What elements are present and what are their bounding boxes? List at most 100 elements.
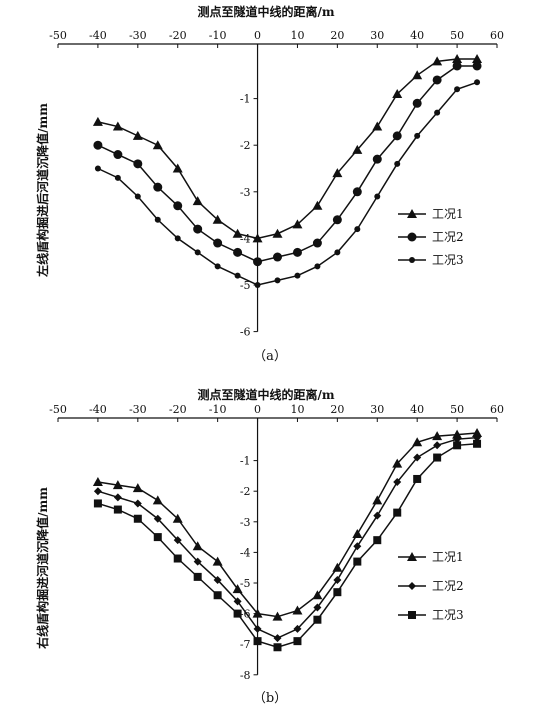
- data-point: [153, 514, 162, 523]
- data-point: [432, 75, 442, 85]
- data-point: [372, 495, 383, 505]
- series-line: [97, 81, 478, 286]
- data-point: [352, 187, 362, 197]
- data-point: [233, 247, 243, 257]
- data-point: [193, 572, 202, 581]
- data-point: [453, 435, 462, 444]
- data-point: [274, 277, 281, 284]
- data-point: [92, 477, 103, 487]
- data-point: [132, 483, 143, 493]
- data-point: [472, 53, 483, 63]
- data-point: [174, 235, 181, 242]
- data-point: [413, 453, 422, 462]
- data-point: [452, 429, 463, 439]
- data-point: [414, 132, 421, 139]
- data-point: [172, 513, 183, 523]
- series-line: [97, 65, 478, 263]
- x-axis-title: 测点至隧道中线的距离/m: [197, 4, 334, 19]
- data-point: [353, 557, 362, 566]
- data-point: [412, 98, 422, 108]
- series-3: [93, 439, 482, 652]
- data-point: [472, 61, 482, 71]
- legend-label: 工况2: [432, 230, 464, 244]
- data-point: [412, 70, 423, 80]
- x-tick-label: 20: [330, 403, 344, 416]
- data-point: [352, 529, 363, 539]
- data-point: [472, 428, 483, 438]
- data-point: [173, 201, 183, 211]
- data-point: [392, 88, 403, 98]
- data-point: [293, 637, 302, 646]
- x-tick-label: -20: [169, 29, 187, 42]
- series-line: [97, 436, 478, 639]
- data-point: [113, 505, 122, 514]
- data-point: [392, 458, 403, 468]
- y-tick-label: -2: [240, 485, 251, 498]
- data-point: [292, 605, 303, 615]
- data-point: [212, 556, 223, 566]
- data-point: [372, 154, 382, 164]
- data-point: [332, 562, 343, 572]
- data-point: [433, 441, 442, 450]
- data-point: [212, 214, 223, 224]
- x-tick-label: 60: [490, 403, 504, 416]
- data-point: [192, 541, 203, 551]
- x-tick-label: 30: [370, 403, 384, 416]
- y-axis-title: 左线盾构掘进后河道沉降值/mm: [35, 103, 50, 278]
- x-axis-title: 测点至隧道中线的距离/m: [197, 387, 334, 402]
- data-point: [372, 121, 383, 131]
- data-point: [273, 252, 282, 262]
- data-point: [333, 588, 342, 597]
- data-point: [253, 257, 263, 267]
- x-tick-label: -20: [169, 403, 187, 416]
- data-point: [273, 634, 282, 643]
- data-point: [232, 228, 243, 238]
- data-point: [193, 557, 202, 566]
- y-tick-label: -8: [240, 669, 251, 682]
- data-point: [133, 499, 142, 508]
- data-point: [312, 238, 322, 248]
- data-point: [93, 499, 102, 508]
- data-point: [413, 474, 422, 483]
- x-tick-label: 60: [490, 29, 504, 42]
- x-tick-label: -30: [129, 403, 147, 416]
- data-point: [93, 140, 103, 150]
- x-tick-label: -30: [129, 29, 147, 42]
- data-point: [114, 174, 121, 181]
- y-axis-title: 右线盾构掘进河道沉降值/mm: [35, 487, 50, 650]
- series-line: [97, 432, 478, 618]
- legend: 工况1 工况2 工况3: [398, 550, 464, 622]
- data-point: [253, 624, 262, 633]
- data-point: [232, 584, 243, 594]
- data-point: [113, 150, 123, 160]
- data-point: [92, 116, 103, 126]
- chart-panel-a: -50 -40 -30 -20 -10 0 10 20 30 40 50 60 测点至隧道中线的距离/m…: [35, 4, 504, 364]
- data-point: [453, 441, 462, 450]
- data-point: [233, 609, 242, 618]
- data-point: [433, 453, 442, 462]
- y-tick-label: -5: [240, 279, 251, 292]
- data-point: [392, 131, 402, 141]
- data-point: [334, 249, 341, 256]
- data-point: [272, 611, 283, 621]
- x-tick-label: 10: [290, 29, 304, 42]
- data-point: [314, 263, 321, 270]
- y-tick-label: -2: [240, 139, 251, 152]
- data-point: [152, 495, 163, 505]
- x-tick-label: -10: [209, 403, 227, 416]
- data-point: [112, 121, 123, 131]
- x-tick-label: 20: [330, 29, 344, 42]
- data-point: [353, 542, 362, 551]
- panel-label: （b）: [253, 691, 287, 706]
- data-point: [312, 590, 323, 600]
- data-point: [194, 249, 201, 256]
- data-point: [173, 536, 182, 545]
- data-point: [252, 608, 263, 618]
- data-point: [172, 163, 183, 173]
- y-tick-label: -4: [240, 546, 251, 559]
- legend-marker: [407, 552, 417, 561]
- data-point: [133, 514, 142, 523]
- x-tick-label: 40: [410, 403, 424, 416]
- legend-marker: [408, 611, 416, 619]
